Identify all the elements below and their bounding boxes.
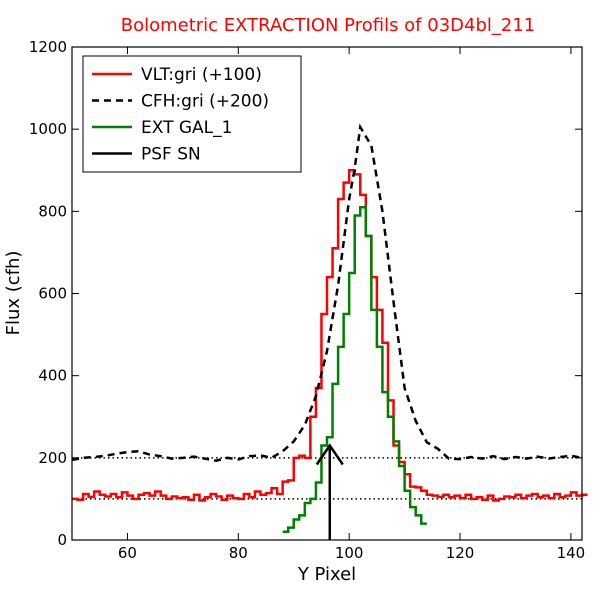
y-tick-label: 200	[38, 449, 67, 467]
plot-content	[71, 123, 588, 540]
x-tick-label: 120	[446, 544, 475, 562]
axis-ticks: 60 80 100 120 140 0 200 400 600 800 1000 1200	[29, 38, 585, 562]
y-axis-label: Flux (cfh)	[3, 251, 24, 336]
psf-arrow-head	[315, 443, 344, 466]
legend-label: VLT:gri (+100)	[141, 65, 262, 85]
y-tick-label: 400	[38, 367, 67, 385]
x-axis-label: Y Pixel	[297, 564, 356, 585]
y-tick-label: 1200	[29, 38, 67, 56]
series-line-2	[282, 205, 427, 534]
series-line-1	[71, 123, 583, 462]
chart-title: Bolometric EXTRACTION Profils of 03D4bl_…	[121, 15, 536, 36]
legend-label: CFH:gri (+200)	[141, 92, 269, 112]
x-tick-label: 100	[335, 544, 364, 562]
series-line-0	[72, 169, 588, 502]
y-tick-label: 600	[38, 285, 67, 303]
x-tick-label: 140	[557, 544, 586, 562]
legend-label: EXT GAL_1	[141, 118, 232, 138]
x-tick-label: 60	[118, 544, 137, 562]
y-tick-label: 1000	[29, 120, 67, 138]
legend-label: PSF SN	[141, 145, 201, 165]
y-tick-label: 0	[57, 531, 67, 549]
y-tick-label: 800	[38, 202, 67, 220]
x-tick-label: 80	[229, 544, 248, 562]
legend: VLT:gri (+100) CFH:gri (+200) EXT GAL_1 PSF…	[82, 55, 302, 173]
